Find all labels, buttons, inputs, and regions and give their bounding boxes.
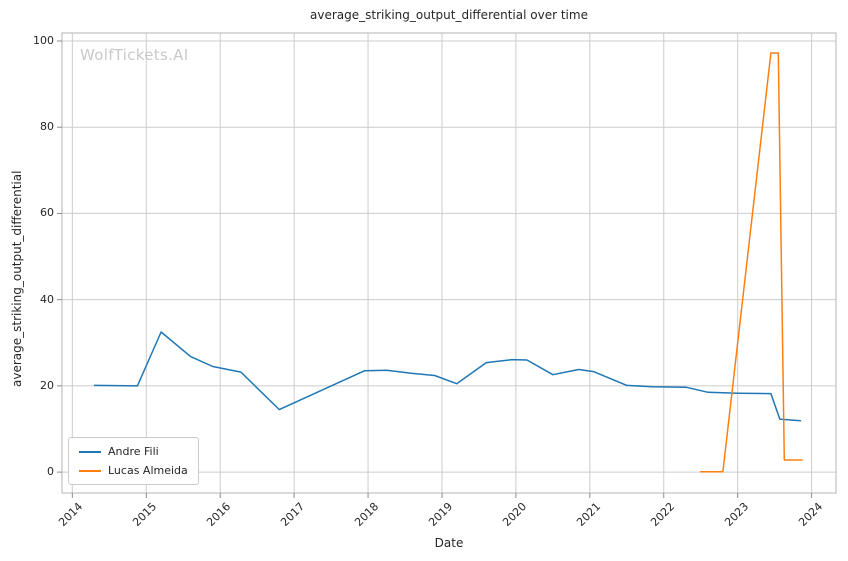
legend-line-swatch: [79, 450, 101, 453]
y-tick-label: 40: [40, 292, 54, 306]
y-tick-label: 0: [47, 465, 54, 479]
series-line-lucas-almeida: [699, 52, 803, 473]
axes-border: [61, 32, 837, 494]
plot-background: [62, 33, 836, 493]
chart-title: average_striking_output_differential ove…: [310, 8, 588, 22]
legend-item-lucas-almeida: Lucas Almeida: [79, 463, 188, 478]
y-tick-label: 60: [40, 206, 54, 220]
watermark: WolfTickets.AI: [80, 46, 189, 64]
y-tick-label: 80: [40, 120, 54, 134]
y-axis-label: average_striking_output_differential: [10, 170, 24, 387]
y-tick-label: 20: [40, 378, 54, 392]
legend-label: Andre Fili: [108, 445, 159, 458]
legend-item-andre-fili: Andre Fili: [79, 444, 188, 459]
legend-line-swatch: [79, 469, 101, 472]
x-axis-label: Date: [434, 536, 464, 550]
legend-label: Lucas Almeida: [108, 464, 188, 477]
y-tick-label: 100: [33, 33, 54, 47]
series-line-andre-fili: [93, 331, 802, 422]
legend: Andre Fili Lucas Almeida: [68, 437, 199, 485]
